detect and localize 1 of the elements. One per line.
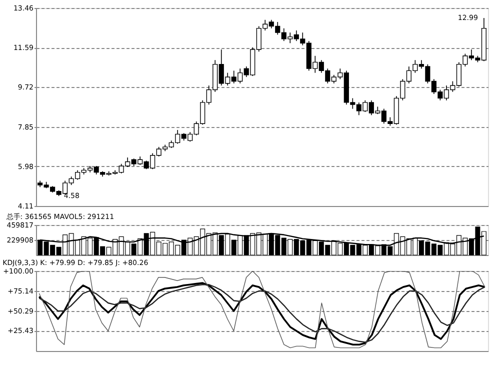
line-series (38, 271, 486, 348)
